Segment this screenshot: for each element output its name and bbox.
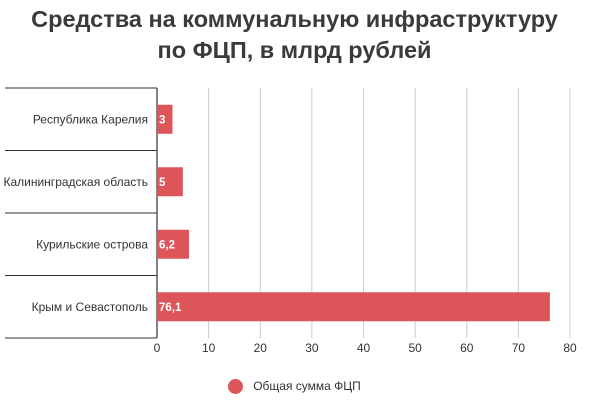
x-tick-label: 30 [305,341,319,355]
x-tick-label: 70 [512,341,526,355]
data-label: 76,1 [159,302,182,314]
x-tick-label: 40 [357,341,371,355]
legend-label: Общая сумма ФЦП [253,379,361,393]
chart-title: Средства на коммунальную инфраструктуру … [0,4,589,66]
x-tick-label: 10 [202,341,216,355]
bar [157,229,190,259]
category-label: Республика Карелия [33,112,148,126]
x-tick-label: 50 [408,341,422,355]
legend: Общая сумма ФЦП [0,375,589,397]
x-tick-label: 80 [563,341,577,355]
category-label: Курильские острова [36,237,148,251]
category-label: Крым и Севастополь [32,300,148,314]
bar [157,167,183,197]
bar [157,104,173,134]
category-label: Калининградская область [3,175,148,189]
bar [157,292,550,322]
chart-title-line-1: Средства на коммунальную инфраструктуру [31,6,558,32]
data-label: 5 [159,177,166,189]
x-tick-label: 20 [254,341,268,355]
data-label: 6,2 [159,239,175,251]
chart-title-line-2: по ФЦП, в млрд рублей [157,37,432,63]
data-label: 3 [159,114,165,126]
x-tick-label: 0 [154,341,161,355]
legend-marker [228,378,244,394]
x-tick-label: 60 [460,341,474,355]
